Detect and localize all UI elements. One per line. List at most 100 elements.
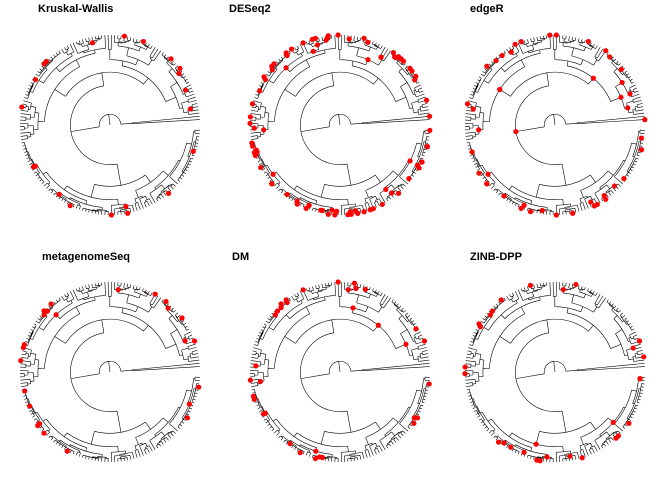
highlight-dot xyxy=(261,127,267,133)
highlight-dot xyxy=(115,287,121,293)
highlight-dot xyxy=(361,209,367,215)
highlight-dot xyxy=(607,54,613,60)
highlight-dot xyxy=(196,384,202,390)
tree-panel xyxy=(18,282,202,462)
highlight-dot xyxy=(67,203,73,209)
highlight-dot xyxy=(527,208,534,215)
highlight-dot xyxy=(489,308,496,314)
highlight-dot xyxy=(485,171,491,177)
highlight-dot xyxy=(269,181,275,187)
highlight-dot xyxy=(518,205,524,211)
highlight-dot xyxy=(35,423,41,429)
panel-title: DM xyxy=(232,251,249,263)
highlight-dot xyxy=(278,305,284,311)
highlight-dot xyxy=(426,381,432,387)
highlight-dot xyxy=(314,42,321,48)
highlight-dot xyxy=(41,430,47,436)
highlight-dot xyxy=(365,57,371,63)
tree-panel xyxy=(464,32,648,218)
highlight-dot xyxy=(579,455,585,461)
highlight-dot xyxy=(484,63,490,69)
highlight-dot xyxy=(19,104,25,110)
highlight-dot xyxy=(334,208,340,214)
highlight-dot xyxy=(419,159,425,165)
highlight-dot xyxy=(618,66,624,72)
highlight-dot xyxy=(518,39,524,45)
highlight-dot xyxy=(27,403,33,409)
highlight-dot xyxy=(300,40,306,46)
highlight-dot xyxy=(487,312,494,318)
highlight-dot xyxy=(284,299,290,306)
highlight-dot xyxy=(496,439,502,445)
highlight-dot xyxy=(423,97,430,103)
highlight-dot xyxy=(335,32,341,38)
highlight-dot xyxy=(329,207,335,213)
highlight-dot xyxy=(251,396,257,403)
highlight-dot xyxy=(498,297,504,303)
highlight-dot xyxy=(411,420,417,426)
highlight-dot xyxy=(184,415,191,421)
highlight-dot xyxy=(591,203,598,209)
highlight-dot xyxy=(283,50,289,56)
highlight-dot xyxy=(539,207,545,214)
highlight-dot xyxy=(553,212,560,218)
highlight-dot xyxy=(325,211,331,217)
highlight-dot xyxy=(168,56,174,62)
highlight-dot xyxy=(177,65,183,72)
highlight-dot xyxy=(427,127,433,133)
panel-title: ZINB-DPP xyxy=(470,251,522,263)
highlight-dot xyxy=(121,33,128,39)
highlight-dot xyxy=(251,125,257,131)
highlight-dot xyxy=(484,181,490,187)
highlight-dot xyxy=(310,48,316,54)
highlight-dot xyxy=(544,454,550,460)
highlight-dot xyxy=(464,101,471,107)
highlight-dot xyxy=(501,193,507,199)
highlight-dot xyxy=(300,287,306,293)
highlight-dot xyxy=(270,171,276,177)
highlight-dot xyxy=(421,338,428,344)
highlight-dot xyxy=(621,176,627,182)
highlight-dot xyxy=(513,129,519,135)
highlight-dot xyxy=(424,144,430,150)
highlight-dot xyxy=(182,338,188,344)
highlight-dot xyxy=(570,210,576,216)
highlight-dot xyxy=(108,212,114,218)
highlight-dot xyxy=(313,448,319,454)
highlight-dot xyxy=(278,301,284,307)
highlight-dot xyxy=(462,364,468,370)
panel-title: edgeR xyxy=(470,3,504,15)
highlight-dot xyxy=(573,281,579,288)
highlight-dot xyxy=(611,183,618,189)
highlight-dot xyxy=(346,36,352,42)
highlight-dot xyxy=(253,147,259,153)
highlight-dot xyxy=(287,441,293,447)
highlight-dot xyxy=(533,441,539,447)
highlight-dot xyxy=(283,65,289,71)
highlight-dot xyxy=(403,341,409,347)
highlight-dot xyxy=(508,49,514,55)
highlight-dot xyxy=(476,127,482,133)
highlight-dot xyxy=(379,201,385,208)
highlight-dot xyxy=(176,70,182,77)
highlight-dot xyxy=(398,56,404,62)
highlight-dot xyxy=(163,298,169,305)
tree-panel xyxy=(19,33,200,218)
highlight-dot xyxy=(191,338,198,344)
highlight-dot xyxy=(413,73,419,79)
highlight-dot xyxy=(527,282,534,289)
highlight-dot xyxy=(615,433,621,439)
highlight-dot xyxy=(414,415,421,421)
highlight-dot xyxy=(260,411,267,417)
tree-panel xyxy=(247,279,432,462)
highlight-dot xyxy=(392,55,399,61)
highlight-dot xyxy=(383,186,389,192)
highlight-dot xyxy=(407,158,413,164)
highlight-dot xyxy=(610,419,616,425)
highlight-dot xyxy=(641,354,647,360)
highlight-dot xyxy=(306,202,312,208)
highlight-dot xyxy=(553,32,560,38)
highlight-dot xyxy=(324,36,330,42)
highlight-dot xyxy=(247,377,253,383)
